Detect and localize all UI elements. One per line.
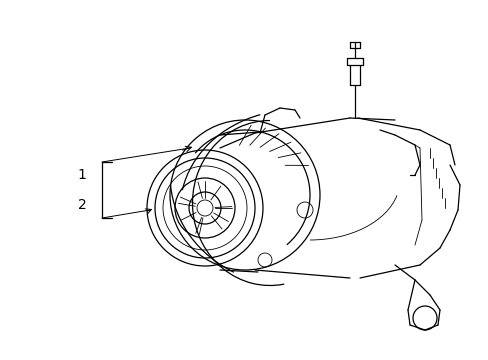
Text: 2: 2 bbox=[78, 198, 86, 212]
Text: 1: 1 bbox=[78, 168, 86, 182]
